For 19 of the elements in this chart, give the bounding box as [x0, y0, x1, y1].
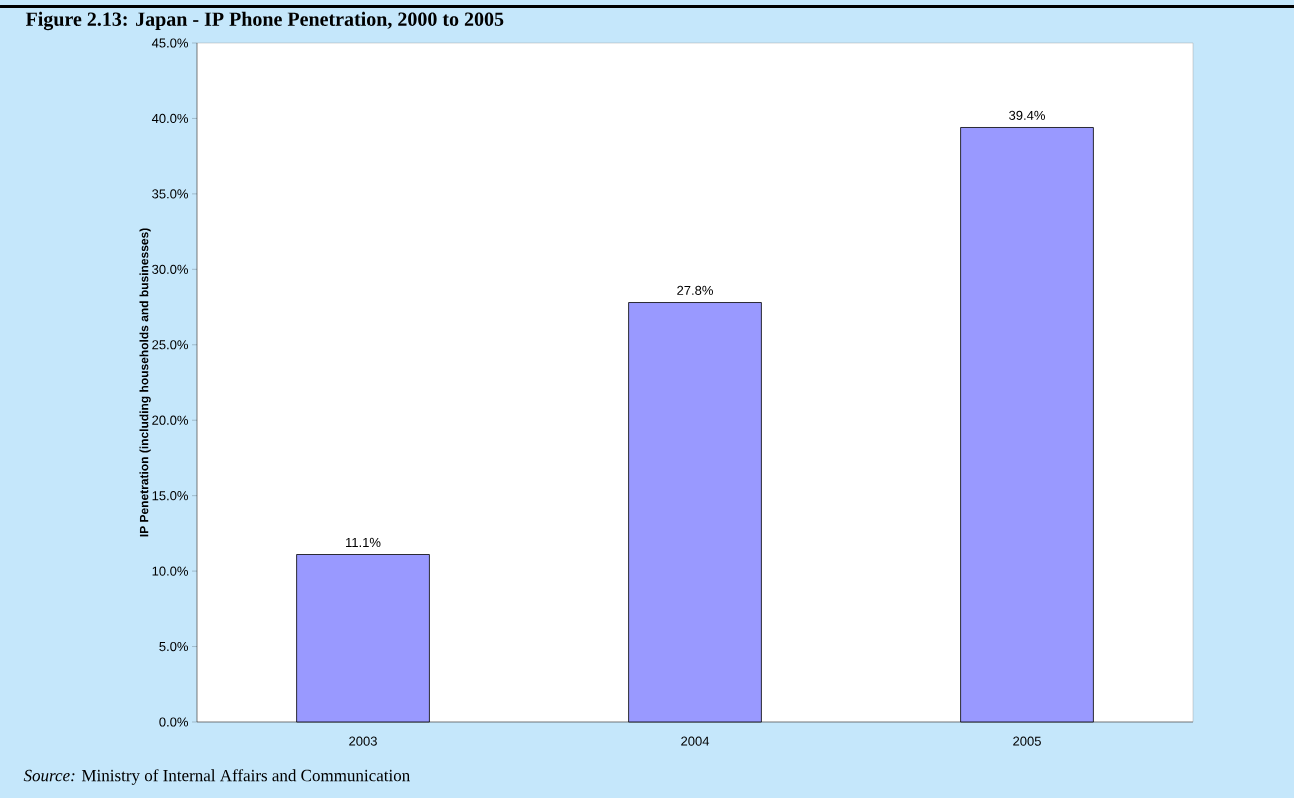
y-tick-label: 10.0% — [152, 566, 189, 576]
x-tick-label: 2005 — [1013, 736, 1041, 746]
x-tick-label: 2003 — [349, 736, 377, 746]
chart-title: Figure 2.13: Japan - IP Phone Penetration, 2000 to 2005 — [25, 11, 504, 31]
y-tick-label: 45.0% — [151, 38, 189, 48]
text: Source: Ministry of Internal Affairs and Communication — [23, 769, 410, 785]
data-label: 27.8% — [677, 285, 713, 295]
y-tick-label: 25.0% — [152, 340, 189, 350]
x-tick-label: 2004 — [681, 736, 710, 746]
y-tick-label: 40.0% — [151, 113, 189, 124]
y-tick-label: 0.0% — [159, 717, 189, 727]
y-tick-label: 5.0% — [159, 641, 189, 652]
data-label: 11.1% — [346, 537, 381, 547]
y-tick-label: 30.0% — [152, 264, 189, 274]
y-tick-label: 20.0% — [152, 415, 189, 425]
y-tick-label: 35.0% — [152, 189, 189, 199]
y-tick-label: 15.0% — [152, 491, 189, 501]
y-axis-title: IP Penetration (including households and businesses) — [139, 228, 151, 537]
data-label: 39.4% — [1009, 110, 1045, 120]
